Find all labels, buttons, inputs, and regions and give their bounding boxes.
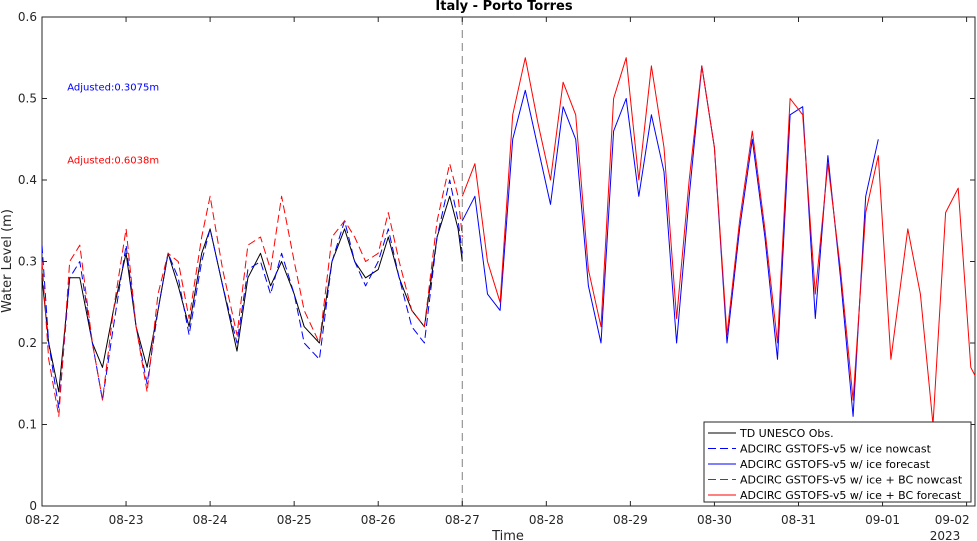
series-line-3	[461, 65, 879, 417]
series-line-5	[461, 57, 976, 425]
x-axis-title: Time	[491, 529, 524, 541]
x-tick-label: 09-01	[865, 513, 900, 527]
x-tick-label: 08-29	[613, 513, 648, 527]
legend-entry-label: ADCIRC GSTOFS-v5 w/ ice + BC forecast	[740, 489, 962, 502]
x-tick-label: 08-23	[109, 513, 144, 527]
y-tick-label: 0.3	[18, 255, 37, 269]
legend-entry-label: ADCIRC GSTOFS-v5 w/ ice forecast	[740, 458, 931, 471]
y-tick-label: 0.4	[18, 173, 37, 187]
series-line-2	[41, 179, 463, 409]
x-tick-label: 08-28	[529, 513, 564, 527]
x-tick-label: 09-02	[935, 513, 970, 527]
y-tick-label: 0.1	[18, 418, 37, 432]
series-line-1	[41, 195, 463, 393]
x-tick-label: 08-27	[445, 513, 480, 527]
axis-ticks: 0 0.1 0.2 0.3 0.4 0.5 0.6 08-22 08-23 08-24 08-25 0…	[18, 10, 975, 527]
legend-entry-label: ADCIRC GSTOFS-v5 w/ ice nowcast	[740, 443, 932, 456]
x-tick-label: 08-30	[697, 513, 732, 527]
y-tick-label: 0.6	[18, 10, 37, 24]
x-tick-label: 08-24	[193, 513, 228, 527]
x-tick-label: 08-25	[277, 513, 312, 527]
legend-entry-label: ADCIRC GSTOFS-v5 w/ ice + BC nowcast	[740, 474, 963, 487]
y-axis-title: Water Level (m)	[0, 209, 15, 313]
chart-title: Italy - Porto Torres	[435, 0, 572, 14]
x-axis-year-label: 2023	[930, 529, 961, 541]
y-tick-label: 0.5	[18, 92, 37, 106]
adjusted-annotation: Adjusted:0.3075m	[67, 82, 159, 93]
series-line-4	[41, 163, 463, 417]
x-tick-label: 08-22	[25, 513, 60, 527]
adjusted-annotations: Adjusted:0.3075m Adjusted:0.6038m	[67, 82, 159, 166]
x-tick-label: 08-31	[781, 513, 816, 527]
y-tick-label: 0.2	[18, 336, 37, 350]
y-tick-label: 0	[29, 499, 37, 513]
adjusted-annotation: Adjusted:0.6038m	[67, 156, 159, 167]
legend-box	[703, 421, 972, 503]
legend: TD UNESCO Obs. ADCIRC GSTOFS-v5 w/ ice no…	[703, 421, 972, 503]
legend-entry-label: TD UNESCO Obs.	[739, 427, 834, 440]
x-tick-label: 08-26	[361, 513, 396, 527]
